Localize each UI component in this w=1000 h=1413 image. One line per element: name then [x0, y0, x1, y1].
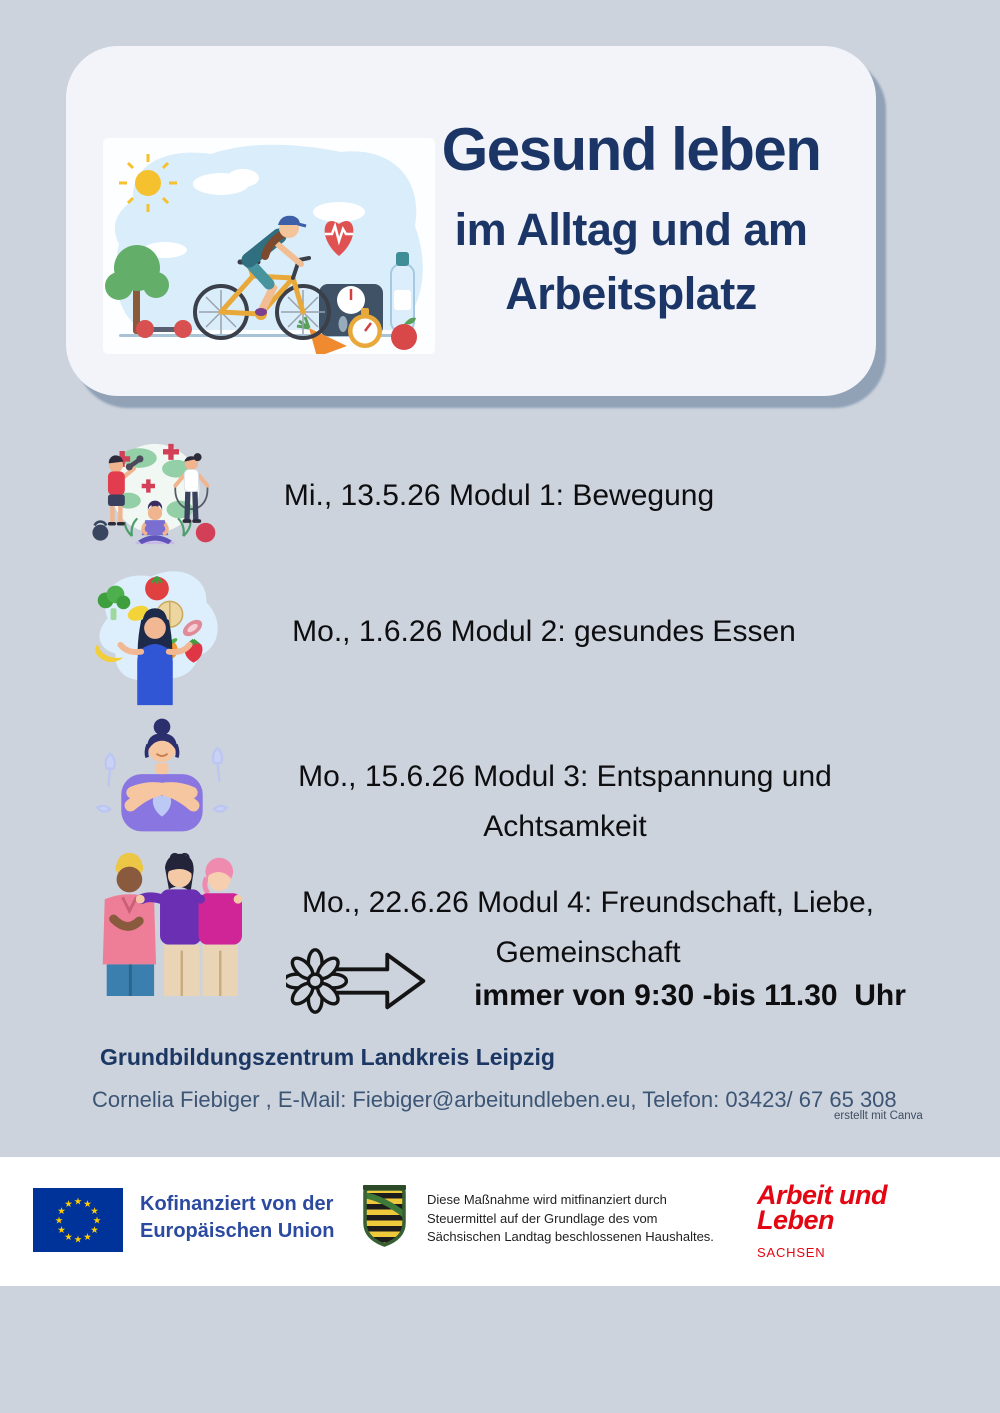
svg-text:★: ★	[83, 1199, 92, 1210]
canva-credit: erstellt mit Canva	[834, 1110, 923, 1122]
course-time: immer von 9:30 -bis 11.30 Uhr	[474, 979, 906, 1012]
arbeit-und-leben-logo: Arbeit und Leben SACHSEN	[757, 1180, 888, 1261]
logo-region: SACHSEN	[757, 1245, 826, 1260]
svg-text:★: ★	[57, 1225, 66, 1236]
svg-text:★: ★	[83, 1232, 92, 1243]
page-title: Gesund leben	[441, 116, 822, 183]
svg-text:★: ★	[55, 1216, 64, 1227]
module-4-text: Mo., 22.6.26 Modul 4: Freundschaft, Lieb…	[301, 886, 874, 969]
state-funding-note: Diese Maßnahme wird mitfinanziert durch …	[427, 1192, 714, 1244]
svg-text:★: ★	[90, 1206, 99, 1217]
eu-cofunding-label: Kofinanziert von der Europäischen Union	[140, 1193, 335, 1242]
module-3-text: Mo., 15.6.26 Modul 3: Entspannung und Ac…	[298, 760, 832, 843]
page-subtitle: im Alltag und am Arbeitsplatz	[454, 204, 808, 319]
svg-text:★: ★	[93, 1216, 102, 1227]
svg-text:★: ★	[64, 1199, 73, 1210]
flower-arrow-icon	[286, 948, 426, 1014]
module-1-text: Mi., 13.5.26 Modul 1: Bewegung	[283, 479, 715, 512]
svg-text:★: ★	[64, 1232, 73, 1243]
eu-flag-icon: ★ ★★ ★★★ ★★★ ★★★	[33, 1188, 123, 1252]
saxony-coat-of-arms-icon	[363, 1185, 406, 1247]
svg-text:★: ★	[90, 1225, 99, 1236]
woman-self-hug-illustration	[95, 718, 229, 832]
healthy-lifestyle-cycling-illustration	[103, 138, 435, 354]
organization-name: Grundbildungszentrum Landkreis Leipzig	[100, 1044, 555, 1070]
woman-with-healthy-food-illustration	[95, 571, 218, 706]
people-exercising-globe-illustration	[92, 443, 216, 545]
three-friends-illustration	[102, 852, 243, 996]
svg-text:★: ★	[57, 1206, 66, 1217]
funding-footer: ★ ★ ★ ★ ★ ★ ★ ★ ★ ★ ★ ★ Kofinanziert von der Eur…	[0, 1157, 1000, 1286]
module-2-text: Mo., 1.6.26 Modul 2: gesundes Essen	[292, 615, 796, 648]
header-card: Gesund leben im Alltag und am Arbeitspla…	[66, 46, 876, 396]
logo-line-1: Arbeit und	[757, 1180, 888, 1210]
svg-text:★: ★	[74, 1197, 83, 1208]
logo-line-2: Leben	[757, 1205, 835, 1235]
contact-info: Cornelia Fiebiger , E-Mail: Fiebiger@arb…	[92, 1087, 897, 1112]
svg-text:★: ★	[74, 1235, 83, 1246]
